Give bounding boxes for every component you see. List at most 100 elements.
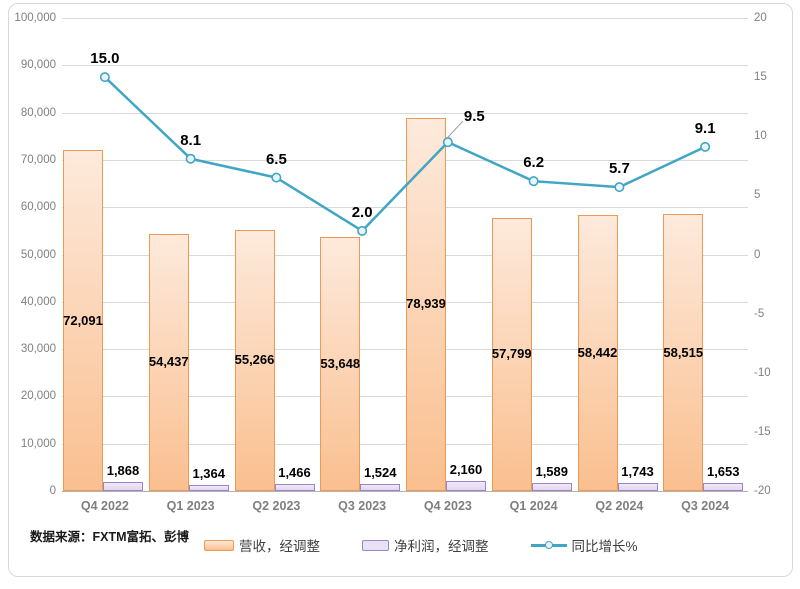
profit-bar [703,483,744,491]
revenue-bar-label: 54,437 [148,354,189,370]
revenue-bar-label: 58,515 [663,344,704,360]
x-axis-label: Q3 2024 [681,499,730,513]
y-axis-right-tick-label: -5 [754,307,765,320]
y-axis-left-tick-label: 50,000 [20,248,56,261]
x-axis-line [62,491,748,492]
growth-marker [357,225,368,236]
y-axis-right-tick-label: 0 [754,248,761,261]
line-marker-swatch-icon [530,539,567,551]
profit-bar [446,480,486,491]
growth-marker [271,172,282,183]
profit-bar [188,484,229,491]
y-axis-left-tick-label: 40,000 [20,295,56,308]
profit-bar [274,484,315,491]
x-axis-label: Q3 2023 [338,499,387,513]
gridline [62,443,748,445]
source-note: 数据来源：FXTM富拓、彭博 [30,530,190,544]
legend-item-revenue: 营收，经调整 [204,535,320,555]
revenue-bar [63,150,103,491]
growth-point-label: 2.0 [351,203,373,221]
revenue-bar [320,237,361,491]
growth-point-label: 9.5 [463,108,485,126]
chart-frame [8,3,793,577]
gridline [62,396,748,398]
growth-marker [614,182,625,193]
label-leader-line [447,120,464,138]
y-axis-left-tick-label: 70,000 [20,153,56,166]
legend-item-profit: 净利润，经调整 [362,535,489,555]
growth-point-label: 6.5 [265,150,287,168]
revenue-bar [148,233,189,491]
gridline [62,254,748,256]
revenue-swatch-icon [204,539,234,551]
y-axis-left-tick-label: 80,000 [20,106,56,119]
revenue-bar [491,217,532,491]
growth-point-label: 9.1 [694,119,716,137]
profit-bar-label: 1,524 [363,464,397,480]
x-axis-label: Q4 2022 [80,499,129,513]
profit-bar-label: 1,364 [192,465,226,481]
revenue-bar-label: 55,266 [234,352,275,368]
y-axis-right-tick-label: -15 [754,425,771,438]
gridline [62,207,748,209]
revenue-bar [234,229,275,491]
growth-point-label: 8.1 [180,131,202,149]
x-axis-label: Q2 2024 [595,499,644,513]
y-axis-left-tick-label: 100,000 [14,12,56,24]
y-axis-left-tick-label: 30,000 [20,343,56,356]
legend-item-growth: 同比增长% [530,535,638,555]
y-axis-left-tick-label: 60,000 [20,201,56,214]
profit-bar [531,483,572,491]
y-axis-left-tick-label: 20,000 [20,390,56,403]
legend-label-revenue: 营收，经调整 [239,539,320,554]
y-axis-left-tick-label: 0 [49,485,56,497]
growth-line [104,76,706,233]
y-axis-left-tick-label: 90,000 [20,59,56,72]
revenue-bar-label: 58,442 [577,344,618,360]
legend-label-growth: 同比增长% [571,539,638,554]
growth-marker [528,176,539,187]
y-axis-right-tick-label: -20 [754,485,771,497]
growth-marker [700,141,711,152]
profit-bar [103,482,143,491]
x-axis-label: Q4 2023 [423,499,472,513]
profit-swatch-icon [362,539,389,551]
profit-bar-label: 1,653 [706,464,740,480]
gridline [62,65,748,67]
x-axis-label: Q1 2024 [509,499,558,513]
y-axis-right-tick-label: 5 [754,189,761,202]
profit-bar-label: 1,868 [106,463,140,479]
profit-bar [360,483,401,491]
gridline [62,18,748,19]
profit-bar-label: 1,743 [621,463,654,479]
revenue-bar-label: 57,799 [491,346,532,362]
gridline [62,159,748,161]
gridline [62,112,748,114]
y-axis-right-tick-label: 20 [754,12,767,24]
revenue-bar [663,214,704,491]
revenue-bar [577,214,618,491]
y-axis-right-tick-label: 10 [754,130,767,143]
profit-bar-label: 1,589 [535,464,569,480]
profit-bar [617,482,658,491]
profit-bar-label: 1,466 [278,465,311,481]
growth-point-label: 6.2 [523,154,545,172]
gridline [62,301,748,303]
legend-label-profit: 净利润，经调整 [394,539,489,554]
revenue-bar-label: 53,648 [320,356,361,372]
growth-line-svg [99,72,711,236]
growth-point-label: 5.7 [608,160,630,178]
y-axis-right-tick-label: 15 [754,71,767,84]
legend: 营收，经调整 净利润，经调整 同比增长% [204,535,638,555]
growth-marker [99,72,110,83]
growth-marker [442,137,453,148]
y-axis-right-tick-label: -10 [754,366,771,379]
growth-marker [185,153,196,164]
profit-bar-label: 2,160 [449,461,483,477]
x-axis-label: Q2 2023 [252,499,301,513]
revenue-bar-label: 72,091 [63,312,103,328]
gridline [62,349,748,351]
growth-point-label: 15.0 [90,50,120,68]
revenue-bar-label: 78,939 [406,296,446,312]
